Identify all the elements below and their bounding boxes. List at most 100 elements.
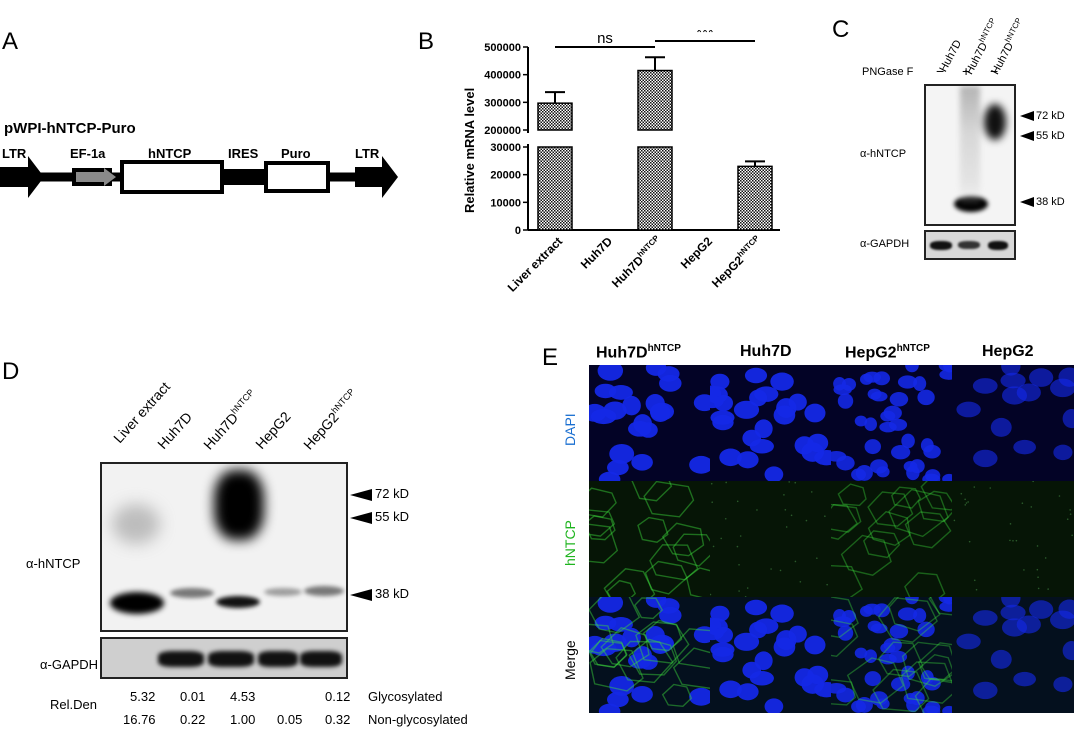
nonglyco-val-5: 0.32 [325, 712, 351, 727]
e-col-2: Huh7D [740, 343, 792, 360]
construct-name: pWPI-hNTCP-Puro [4, 120, 136, 137]
dapi-image [831, 365, 952, 481]
c-band-glyco [984, 104, 1006, 140]
y-tick-label: 300000 [484, 97, 521, 109]
dapi-image [589, 365, 710, 481]
d-gapdh-band-5 [300, 651, 342, 667]
d-band-hepg2 [264, 588, 302, 596]
d-gapdh-band-2 [158, 651, 204, 667]
bar [637, 69, 673, 131]
ltr-left-arrow [0, 156, 44, 198]
rel-den-label: Rel.Den [50, 697, 97, 712]
hntcp-image [831, 481, 952, 597]
glyco-val-5: 0.12 [325, 689, 351, 704]
y-tick-label: 500000 [484, 42, 521, 54]
panel-c-letter: C [832, 16, 850, 43]
pngase-mark-1: − [936, 63, 945, 79]
ef1a-arrow [76, 168, 116, 186]
d-band-liver-38 [110, 592, 164, 614]
c-antibody-label: α-hNTCP [860, 148, 907, 160]
x-tick-label: HepG2hNTCP [708, 233, 765, 290]
e-col-1: Huh7DhNTCP [596, 343, 681, 362]
dapi-image [710, 365, 831, 481]
nonglyco-val-4: 0.05 [277, 712, 303, 727]
ef1a-label: EF-1a [70, 146, 106, 161]
merge-image [710, 597, 831, 713]
ltr-left-label: LTR [2, 146, 27, 161]
c-marker-72: 72 kD [1020, 110, 1065, 122]
axis-break-gap [636, 131, 674, 146]
d-gapdh-blot [100, 637, 348, 679]
panel-b-letter: B [418, 28, 435, 55]
hntcp-box [120, 160, 224, 194]
panel-d-letter: D [2, 358, 20, 385]
bar [737, 165, 773, 231]
sig-ns-label: ns [597, 30, 613, 47]
d-marker-38: 38 kD [350, 586, 409, 601]
d-lane-4: HepG2 [252, 408, 294, 452]
c-marker-38: 38 kD [1020, 196, 1065, 208]
bar [537, 102, 573, 131]
x-tick-label: HepG2 [678, 234, 715, 271]
pngase-mark-2: + [962, 63, 971, 79]
c-loading-label: α-GAPDH [860, 238, 910, 250]
glyco-val-2: 0.01 [180, 689, 206, 704]
nonglyco-val-1: 16.76 [123, 712, 156, 727]
e-col-3: HepG2hNTCP [845, 343, 930, 362]
d-gapdh-band-3 [208, 651, 254, 667]
c-gapdh-band-2 [958, 241, 980, 249]
panel-a-letter: A [2, 28, 19, 55]
x-tick-label: Liver extract [505, 234, 565, 294]
hntcp-image [710, 481, 831, 597]
ltr-right-arrow [355, 156, 398, 198]
bar-lower-segment [537, 146, 573, 231]
puro-label: Puro [281, 146, 311, 161]
hntcp-gene-label: hNTCP [148, 146, 192, 161]
dapi-image [952, 365, 1074, 481]
y-tick-label: 10000 [490, 197, 521, 209]
d-marker-55: 55 kD [350, 509, 409, 524]
sig-stars-label: *** [696, 30, 714, 41]
bar-chart: 500000 400000 300000 200000 30000 20000 10000 0… [484, 30, 780, 295]
x-tick-label: Huh7D [578, 234, 615, 271]
d-smear-liver [112, 504, 160, 544]
y-tick-label: 20000 [490, 170, 521, 182]
d-hntcp-blot [100, 462, 348, 632]
nonglyco-val-2: 0.22 [180, 712, 206, 727]
d-loading-label: α-GAPDH [40, 657, 99, 672]
ires-block [224, 169, 264, 185]
d-antibody-label: α-hNTCP [26, 556, 81, 571]
c-gapdh-band-3 [988, 241, 1008, 250]
e-row-merge: Merge [562, 640, 578, 680]
e-row-dapi: DAPI [562, 413, 578, 446]
bar-lower-segment [637, 146, 673, 231]
pngase-label: PNGase F [862, 66, 914, 78]
c-gapdh-blot [924, 230, 1016, 260]
e-row-hntcp: hNTCP [562, 520, 578, 566]
puro-box [264, 161, 330, 193]
merge-image [952, 597, 1074, 713]
ltr-right-label: LTR [355, 146, 380, 161]
x-tick-label: Huh7DhNTCP [608, 233, 665, 290]
construct-diagram [0, 156, 398, 198]
d-band-huh7d [170, 588, 214, 598]
c-gapdh-band-1 [930, 241, 952, 250]
c-smear-lane2 [960, 86, 980, 206]
d-lane-5: HepG2hNTCP [300, 386, 357, 453]
axis-break-gap [536, 131, 574, 146]
e-col-4: HepG2 [982, 343, 1034, 360]
merge-image [831, 597, 952, 713]
d-marker-72: 72 kD [350, 486, 409, 501]
y-tick-label: 200000 [484, 125, 521, 137]
d-band-hepg2h [304, 586, 344, 596]
hntcp-image [952, 481, 1074, 597]
d-lane-3: Huh7DhNTCP [200, 387, 256, 453]
glyco-val-3: 4.53 [230, 689, 256, 704]
panel-e-letter: E [542, 344, 559, 371]
ires-label: IRES [228, 146, 259, 161]
nonglyco-label: Non-glycosylated [368, 712, 468, 727]
nonglyco-val-3: 1.00 [230, 712, 256, 727]
hntcp-image [589, 481, 710, 597]
c-hntcp-blot [924, 84, 1016, 226]
d-band-huh7dh-38 [216, 596, 260, 608]
